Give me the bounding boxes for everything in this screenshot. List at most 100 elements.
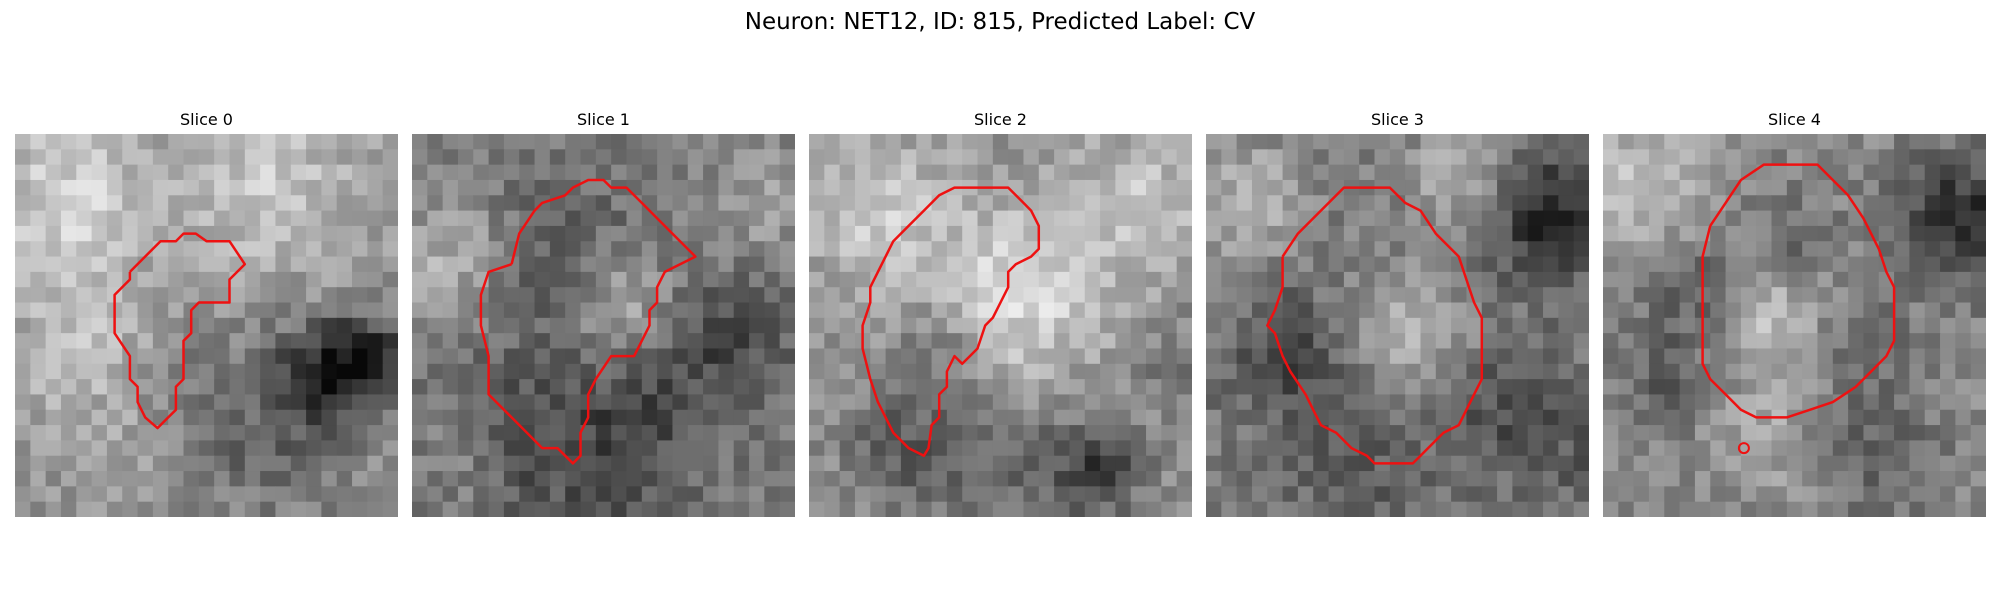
image-pixel — [15, 164, 31, 181]
image-pixel — [1313, 134, 1330, 150]
image-pixel — [1725, 287, 1742, 304]
image-pixel — [1359, 134, 1376, 150]
image-pixel — [1343, 317, 1360, 334]
image-pixel — [488, 271, 505, 288]
image-pixel — [1955, 287, 1972, 304]
image-pixel — [1664, 471, 1681, 487]
image-pixel — [1466, 256, 1483, 273]
image-pixel — [1313, 210, 1330, 227]
image-pixel — [1955, 363, 1972, 380]
image-pixel — [1573, 363, 1589, 380]
image-pixel — [76, 317, 93, 334]
image-pixel — [565, 164, 582, 181]
image-pixel — [1420, 134, 1437, 150]
image-pixel — [549, 486, 566, 503]
image-pixel — [473, 195, 490, 212]
image-pixel — [1894, 134, 1910, 150]
image-pixel — [1115, 333, 1132, 350]
image-pixel — [1802, 471, 1819, 487]
image-pixel — [1451, 210, 1468, 227]
image-pixel — [1389, 210, 1406, 227]
image-pixel — [1343, 271, 1360, 288]
image-pixel — [1863, 256, 1880, 273]
image-pixel — [352, 210, 368, 227]
image-pixel — [1374, 409, 1391, 426]
image-pixel — [1725, 164, 1742, 181]
image-pixel — [1573, 210, 1589, 227]
image-pixel — [1236, 195, 1253, 212]
image-pixel — [1389, 287, 1406, 304]
image-pixel — [1481, 409, 1498, 426]
image-pixel — [549, 317, 566, 334]
image-pixel — [275, 379, 292, 396]
image-pixel — [611, 317, 628, 334]
image-pixel — [1069, 134, 1086, 150]
image-pixel — [992, 149, 1009, 166]
image-pixel — [1648, 348, 1665, 365]
image-pixel — [306, 501, 322, 517]
image-pixel — [595, 440, 612, 457]
image-pixel — [275, 149, 292, 166]
image-pixel — [1084, 409, 1101, 426]
image-pixel — [1115, 225, 1132, 242]
image-pixel — [687, 302, 704, 319]
image-pixel — [1374, 486, 1391, 503]
image-pixel — [45, 179, 62, 196]
image-pixel — [1817, 149, 1834, 166]
image-pixel — [549, 241, 566, 258]
image-pixel — [733, 302, 750, 319]
image-pixel — [1648, 333, 1665, 350]
image-pixel — [1481, 149, 1498, 166]
image-pixel — [352, 225, 368, 242]
image-pixel — [152, 440, 169, 457]
image-pixel — [809, 195, 825, 212]
image-pixel — [703, 333, 719, 350]
image-pixel — [503, 486, 520, 503]
image-pixel — [260, 256, 277, 273]
image-pixel — [1389, 134, 1406, 150]
image-pixel — [824, 164, 841, 181]
image-pixel — [1297, 317, 1314, 334]
image-pixel — [1221, 379, 1238, 396]
image-pixel — [1832, 149, 1849, 166]
image-pixel — [1725, 302, 1742, 319]
image-pixel — [1817, 210, 1834, 227]
image-pixel — [91, 317, 108, 334]
image-pixel — [1206, 256, 1222, 273]
image-pixel — [1817, 425, 1834, 441]
image-pixel — [703, 302, 719, 319]
image-pixel — [15, 501, 31, 517]
image-pixel — [229, 440, 246, 457]
image-pixel — [657, 195, 674, 212]
image-pixel — [1100, 348, 1116, 365]
image-pixel — [1251, 501, 1268, 517]
image-pixel — [1648, 409, 1665, 426]
image-pixel — [1297, 195, 1314, 212]
image-pixel — [106, 256, 123, 273]
image-pixel — [1725, 486, 1742, 503]
image-pixel — [30, 501, 47, 517]
image-pixel — [549, 455, 566, 472]
image-pixel — [733, 179, 750, 196]
image-pixel — [152, 486, 169, 503]
image-pixel — [488, 440, 505, 457]
image-pixel — [809, 363, 825, 380]
image-pixel — [1221, 134, 1238, 150]
image-pixel — [290, 455, 307, 472]
image-pixel — [1161, 225, 1178, 242]
image-pixel — [488, 225, 505, 242]
image-pixel — [1115, 425, 1132, 441]
image-pixel — [275, 363, 292, 380]
image-pixel — [45, 210, 62, 227]
image-pixel — [1924, 317, 1941, 334]
image-pixel — [870, 440, 887, 457]
image-pixel — [336, 287, 353, 304]
image-pixel — [275, 394, 292, 411]
image-pixel — [1771, 149, 1788, 166]
image-pixel — [1038, 302, 1055, 319]
image-pixel — [1328, 317, 1345, 334]
image-pixel — [1023, 271, 1040, 288]
image-pixel — [183, 348, 200, 365]
image-pixel — [1527, 134, 1544, 150]
image-pixel — [718, 440, 735, 457]
